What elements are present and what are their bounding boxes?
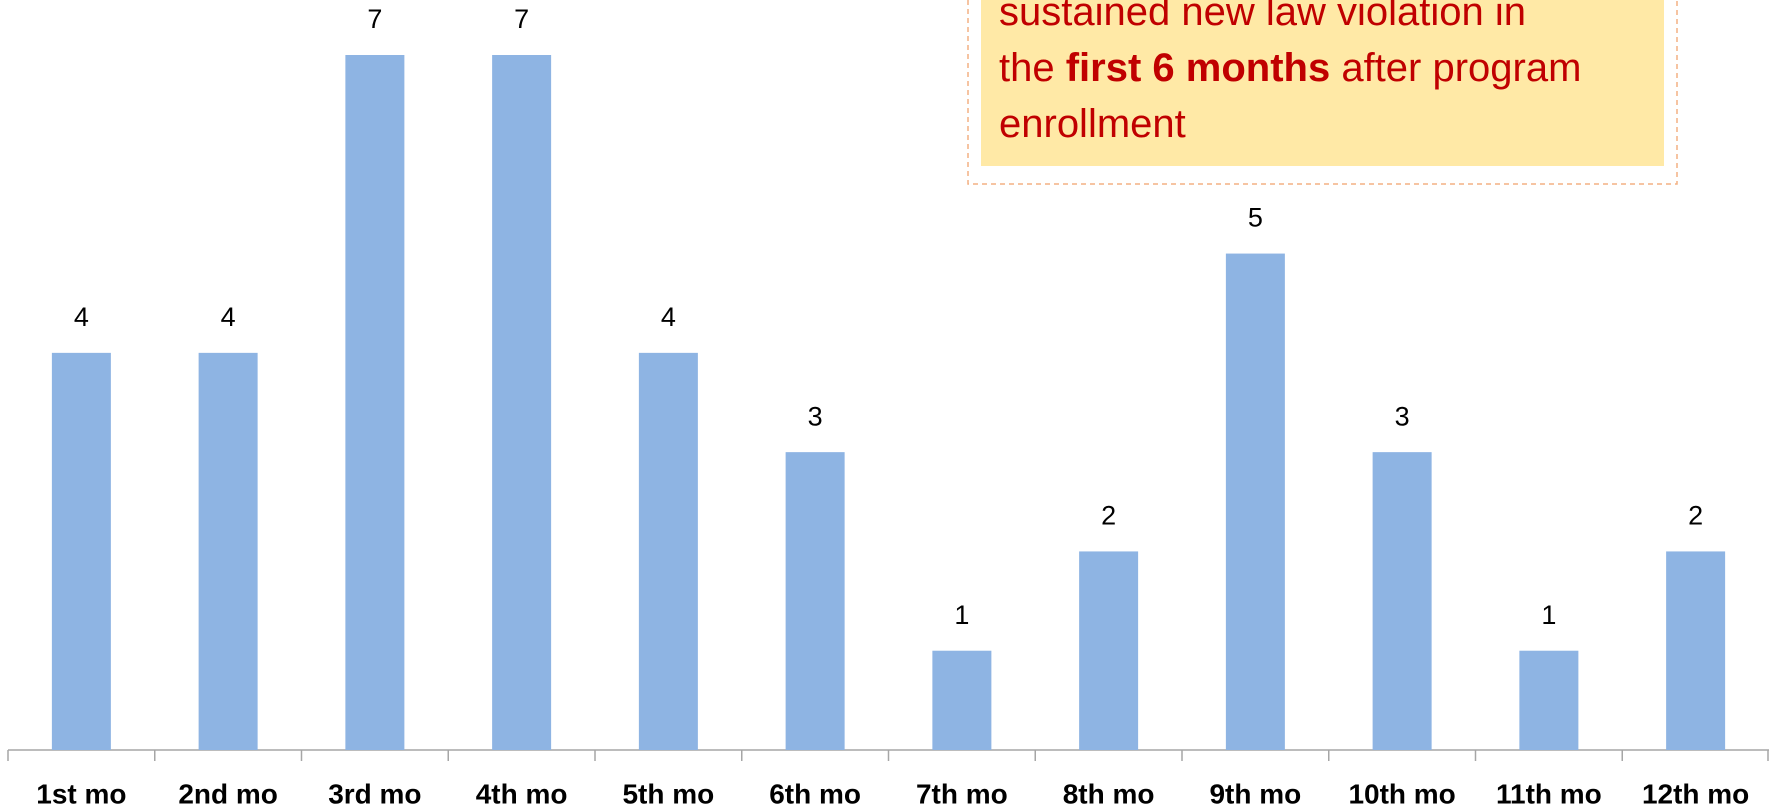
bar (345, 55, 405, 750)
bar (785, 452, 845, 750)
annotation-line: enrollment (999, 102, 1186, 146)
data-label: 3 (808, 401, 823, 431)
annotation-line: sustained new law violation in (999, 0, 1526, 34)
x-tick-label: 8th mo (1063, 778, 1155, 809)
x-tick-label: 4th mo (476, 778, 568, 809)
bar (1225, 253, 1285, 751)
annotation-box (981, 0, 1664, 166)
bar (492, 55, 552, 750)
bar (638, 352, 698, 750)
x-tick-label: 11th mo (1496, 778, 1602, 809)
data-label: 7 (514, 4, 529, 34)
data-label: 4 (74, 302, 89, 332)
x-tick-label: 10th mo (1348, 778, 1455, 809)
x-tick-label: 7th mo (916, 778, 1008, 809)
data-label: 2 (1101, 501, 1116, 531)
data-label: 7 (367, 4, 382, 34)
bar (1079, 551, 1139, 750)
bar (1519, 650, 1579, 750)
annotation-text: sustained new law violation in (999, 0, 1526, 34)
data-label: 2 (1688, 501, 1703, 531)
x-tick-label: 5th mo (622, 778, 714, 809)
bar (1666, 551, 1726, 750)
bar (51, 352, 111, 750)
x-tick-label: 1st mo (36, 778, 126, 809)
x-tick-label: 6th mo (769, 778, 861, 809)
annotation-text: enrollment (999, 102, 1186, 146)
x-tick-label: 3rd mo (328, 778, 421, 809)
annotation-border (967, 0, 1678, 185)
data-label: 5 (1248, 203, 1263, 233)
data-label: 4 (221, 302, 236, 332)
data-label: 1 (954, 600, 969, 630)
x-tick-label: 9th mo (1209, 778, 1301, 809)
bar (1372, 452, 1432, 750)
data-label: 1 (1541, 600, 1556, 630)
annotation-text: first 6 months (1066, 46, 1330, 90)
annotation-text: after program (1330, 46, 1581, 90)
data-label: 3 (1395, 401, 1410, 431)
data-label: 4 (661, 302, 676, 332)
x-tick-label: 2nd mo (178, 778, 278, 809)
annotation-line: the first 6 months after program (999, 46, 1581, 90)
bar (932, 650, 992, 750)
bar (198, 352, 258, 750)
annotation-text: the (999, 46, 1066, 90)
x-tick-label: 12th mo (1642, 778, 1749, 809)
